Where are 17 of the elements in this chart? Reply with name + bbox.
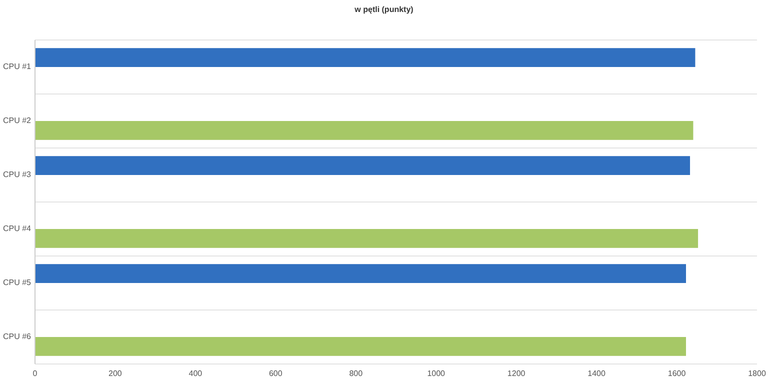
x-tick-label: 800 bbox=[349, 369, 364, 378]
y-tick-label: CPU #2 bbox=[2, 116, 32, 126]
x-tick-label: 1800 bbox=[748, 369, 766, 378]
x-tick-label: 400 bbox=[188, 369, 203, 378]
x-tick-label: 1200 bbox=[507, 369, 526, 378]
x-tick-label: 200 bbox=[108, 369, 122, 378]
y-tick-label: CPU #4 bbox=[2, 224, 32, 234]
x-tick-label: 600 bbox=[268, 369, 283, 378]
y-tick-label: CPU #3 bbox=[2, 170, 32, 180]
x-tick-label: 1400 bbox=[588, 369, 606, 378]
chart-title: w pętli (punkty) bbox=[354, 5, 414, 14]
y-tick-label: CPU #5 bbox=[2, 278, 32, 288]
x-tick-label: 1000 bbox=[427, 369, 446, 378]
y-tick-label: CPU #6 bbox=[2, 332, 32, 342]
x-tick-label: 0 bbox=[32, 369, 38, 378]
x-tick-label: 1600 bbox=[668, 369, 686, 378]
y-tick-label: CPU #1 bbox=[2, 62, 32, 72]
